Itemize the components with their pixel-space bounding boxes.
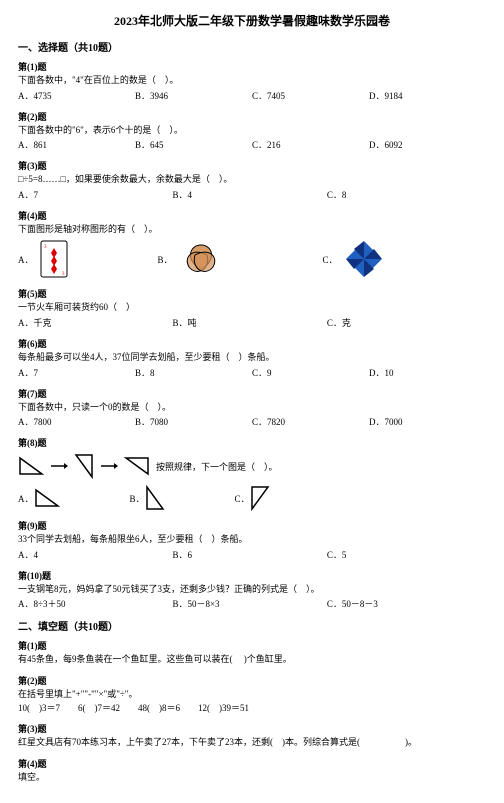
question-5: 第(5)题 一节火车厢可装货约60（ ） A．千克 B．吨 C．克 (18, 287, 486, 329)
q6-opt-d: D．10 (369, 366, 486, 379)
playing-card-icon: 3 3 (40, 240, 68, 278)
q7-text: 下面各数中，只读一个0的数是（ ）。 (18, 401, 486, 414)
question-3: 第(3)题 □÷5=8……□，如果要使余数最大，余数最大是（ ）。 A．7 B．… (18, 159, 486, 201)
q1-opt-d: D．9184 (369, 89, 486, 102)
q2-opt-a: A．861 (18, 138, 135, 151)
q7-opt-b: B．7080 (135, 415, 252, 428)
q4-num: 第(4)题 (18, 209, 486, 222)
q2-opt-b: B．645 (135, 138, 252, 151)
triangle-seq-2 (74, 453, 94, 479)
q1-num: 第(1)题 (18, 60, 486, 73)
q5-text: 一节火车厢可装货约60（ ） (18, 301, 486, 314)
q7-opt-c: C．7820 (252, 415, 369, 428)
f4-num: 第(4)题 (18, 757, 486, 770)
q1-opt-b: B．3946 (135, 89, 252, 102)
f1-text: 有45条鱼，每9条鱼装在一个鱼缸里。这些鱼可以装在( )个鱼缸里。 (18, 653, 486, 666)
q7-opt-d: D．7000 (369, 415, 486, 428)
question-4: 第(4)题 下面图形是轴对称图形的有（ ）。 A． 3 3 B． (18, 209, 486, 280)
q3-opt-b: B．4 (172, 188, 326, 201)
arrow-icon (50, 460, 68, 472)
pinwheel-icon (344, 239, 384, 279)
q1-opt-a: A．4735 (18, 89, 135, 102)
q6-text: 每条船最多可以坐4人，37位同学去划船，至少要租（ ）条船。 (18, 351, 486, 364)
q10-num: 第(10)题 (18, 569, 486, 582)
q10-opt-a: A．8÷3＋50 (18, 597, 172, 610)
q10-text: 一支钢笔8元，妈妈拿了50元钱买了3支，还剩多少钱？正确的列式是（ ）。 (18, 583, 486, 596)
f2-num: 第(2)题 (18, 674, 486, 687)
q8-opt-a-label: A． (18, 492, 34, 505)
page-title: 2023年北师大版二年级下册数学暑假趣味数学乐园卷 (18, 12, 486, 29)
q3-opt-a: A．7 (18, 188, 172, 201)
q7-num: 第(7)题 (18, 387, 486, 400)
q3-num: 第(3)题 (18, 159, 486, 172)
question-2: 第(2)题 下面各数中的"6"，表示6个十的是（ ）。 A．861 B．645 … (18, 110, 486, 152)
fill-2: 第(2)题 在括号里填上"+""-""×"或"÷"。 10( )3＝7 6( )… (18, 674, 486, 714)
triangle-opt-c (250, 485, 270, 511)
triangle-seq-1 (18, 456, 44, 476)
q3-text: □÷5=8……□，如果要使余数最大，余数最大是（ ）。 (18, 173, 486, 186)
q5-opt-a: A．千克 (18, 316, 172, 329)
q4-opt-b-label: B． (158, 253, 173, 266)
triangle-seq-3 (124, 456, 150, 476)
q2-opt-c: C．216 (252, 138, 369, 151)
q9-opt-c: C．5 (327, 548, 481, 561)
q3-opt-c: C．8 (327, 188, 481, 201)
question-7: 第(7)题 下面各数中，只读一个0的数是（ ）。 A．7800 B．7080 C… (18, 387, 486, 429)
q1-opt-c: C．7405 (252, 89, 369, 102)
question-6: 第(6)题 每条船最多可以坐4人，37位同学去划船，至少要租（ ）条船。 A．7… (18, 337, 486, 379)
f2-text1: 在括号里填上"+""-""×"或"÷"。 (18, 688, 486, 701)
q9-opt-b: B．6 (172, 548, 326, 561)
q6-opt-b: B．8 (135, 366, 252, 379)
q2-num: 第(2)题 (18, 110, 486, 123)
q1-text: 下面各数中，"4"在百位上的数是（ ）。 (18, 74, 486, 87)
section-2-header: 二、填空题（共10题） (18, 618, 486, 633)
q9-num: 第(9)题 (18, 519, 486, 532)
q2-opt-d: D．6092 (369, 138, 486, 151)
section-1-header: 一、选择题（共10题） (18, 39, 486, 54)
q6-num: 第(6)题 (18, 337, 486, 350)
question-8: 第(8)题 按照规律，下一个图是（ ）。 A． B． C． (18, 436, 486, 511)
q8-text: 按照规律，下一个图是（ ）。 (156, 460, 278, 473)
question-10: 第(10)题 一支钢笔8元，妈妈拿了50元钱买了3支，还剩多少钱？正确的列式是（… (18, 569, 486, 611)
q9-text: 33个同学去划船，每条船限坐6人，至少要租（ ）条船。 (18, 533, 486, 546)
fill-1: 第(1)题 有45条鱼，每9条鱼装在一个鱼缸里。这些鱼可以装在( )个鱼缸里。 (18, 639, 486, 666)
f3-text: 红星文具店有70本练习本，上午卖了27本，下午卖了23本，还剩( )本。列综合算… (18, 736, 486, 749)
q7-opt-a: A．7800 (18, 415, 135, 428)
q10-opt-b: B．50－8×3 (172, 597, 326, 610)
q2-text: 下面各数中的"6"，表示6个十的是（ ）。 (18, 124, 486, 137)
arrow-icon (100, 460, 118, 472)
q10-opt-c: C．50－8－3 (327, 597, 481, 610)
triangle-opt-b (145, 485, 165, 511)
q5-num: 第(5)题 (18, 287, 486, 300)
triquetra-icon (179, 239, 223, 279)
fill-3: 第(3)题 红星文具店有70本练习本，上午卖了27本，下午卖了23本，还剩( )… (18, 722, 486, 749)
f4-text: 填空。 (18, 771, 486, 784)
q6-opt-a: A．7 (18, 366, 135, 379)
q4-opt-c-label: C． (323, 253, 338, 266)
q4-text: 下面图形是轴对称图形的有（ ）。 (18, 223, 486, 236)
triangle-opt-a (34, 488, 60, 508)
f1-num: 第(1)题 (18, 639, 486, 652)
question-1: 第(1)题 下面各数中，"4"在百位上的数是（ ）。 A．4735 B．3946… (18, 60, 486, 102)
q5-opt-b: B．吨 (172, 316, 326, 329)
q9-opt-a: A．4 (18, 548, 172, 561)
q8-num: 第(8)题 (18, 436, 486, 449)
question-9: 第(9)题 33个同学去划船，每条船限坐6人，至少要租（ ）条船。 A．4 B．… (18, 519, 486, 561)
q8-opt-c-label: C． (235, 492, 250, 505)
q8-opt-b-label: B． (130, 492, 145, 505)
fill-4: 第(4)题 填空。 (18, 757, 486, 784)
f2-text2: 10( )3＝7 6( )7＝42 48( )8＝6 12( )39＝51 (18, 702, 486, 715)
f3-num: 第(3)题 (18, 722, 486, 735)
q6-opt-c: C．9 (252, 366, 369, 379)
q4-opt-a-label: A． (18, 253, 34, 266)
q5-opt-c: C．克 (327, 316, 481, 329)
